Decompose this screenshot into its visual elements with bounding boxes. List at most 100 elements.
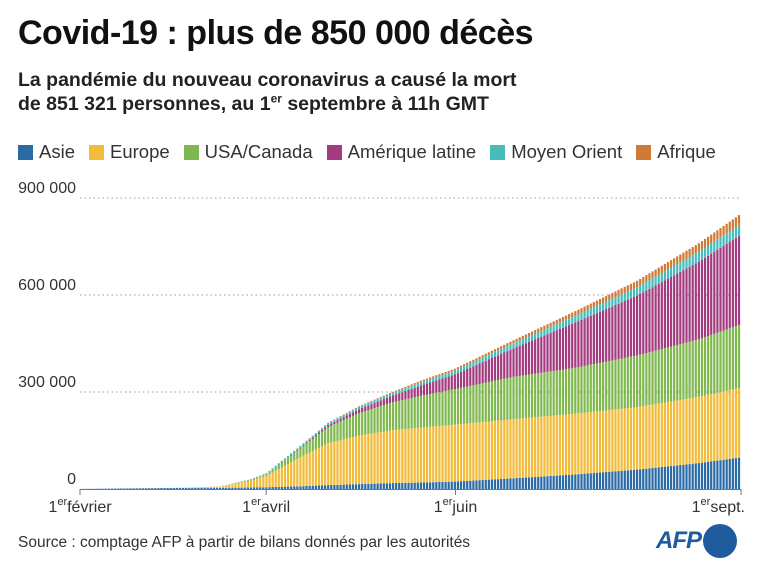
bar-segment bbox=[367, 402, 370, 403]
bar-segment bbox=[657, 267, 660, 275]
bar-segment bbox=[351, 415, 355, 438]
bar-segment bbox=[361, 484, 364, 489]
bar-segment bbox=[302, 455, 305, 487]
bar-segment bbox=[583, 306, 586, 312]
bar-segment bbox=[438, 374, 441, 376]
bar-segment bbox=[407, 428, 410, 483]
bar-segment bbox=[305, 442, 308, 444]
bar-segment bbox=[456, 373, 460, 389]
bar-segment bbox=[521, 335, 524, 340]
bar-segment bbox=[700, 241, 704, 250]
bar-segment bbox=[626, 357, 629, 409]
bar-segment bbox=[737, 325, 741, 389]
x-tick-label: 1erfévrier bbox=[48, 496, 112, 516]
bar-segment bbox=[561, 316, 565, 322]
bar-segment bbox=[530, 340, 534, 375]
bar-segment bbox=[472, 366, 475, 386]
bar-segment bbox=[388, 483, 392, 489]
bar-segment bbox=[676, 264, 679, 274]
bar-segment bbox=[580, 366, 583, 414]
bar-segment bbox=[478, 480, 481, 489]
bar-segment bbox=[286, 486, 290, 489]
bar-segment bbox=[611, 298, 614, 307]
bar-segment bbox=[314, 433, 317, 436]
bar-segment bbox=[710, 253, 713, 335]
bar-segment bbox=[577, 367, 580, 414]
bar-segment bbox=[234, 482, 237, 484]
bar-segment bbox=[530, 334, 534, 341]
bar-segment bbox=[249, 479, 253, 481]
bar-segment bbox=[147, 488, 151, 489]
bar-segment bbox=[197, 487, 200, 488]
bar-segment bbox=[490, 421, 494, 480]
bar-segment bbox=[228, 487, 231, 489]
bar-segment bbox=[493, 356, 497, 381]
bar-segment bbox=[376, 407, 379, 433]
bar-segment bbox=[410, 398, 413, 429]
bar-segment bbox=[348, 417, 351, 438]
bar-segment bbox=[503, 347, 506, 353]
bar-segment bbox=[283, 486, 287, 489]
bar-segment bbox=[654, 276, 657, 286]
bar-segment bbox=[444, 390, 447, 426]
bar-segment bbox=[623, 301, 626, 358]
bar-segment bbox=[293, 460, 296, 487]
bar-segment bbox=[682, 252, 685, 261]
bar-segment bbox=[549, 415, 552, 476]
bar-segment bbox=[274, 465, 277, 467]
bar-segment bbox=[710, 334, 713, 395]
bar-segment bbox=[268, 487, 271, 489]
legend-item: USA/Canada bbox=[183, 141, 313, 163]
bar-segment bbox=[450, 424, 453, 482]
bar-segment bbox=[404, 429, 407, 483]
bar-segment bbox=[191, 487, 194, 488]
bar-segment bbox=[734, 458, 738, 489]
bar-segment bbox=[654, 269, 657, 277]
bar-segment bbox=[620, 294, 623, 303]
bar-segment bbox=[719, 392, 722, 461]
bar-segment bbox=[299, 448, 302, 458]
bar-segment bbox=[500, 479, 503, 489]
bar-segment bbox=[361, 407, 364, 413]
bar-segment bbox=[506, 351, 509, 379]
bar-segment bbox=[327, 485, 330, 489]
bar-segment bbox=[694, 245, 697, 254]
bar-segment bbox=[320, 485, 324, 489]
bar-segment bbox=[527, 477, 531, 489]
bar-segment bbox=[509, 344, 512, 350]
bar-segment bbox=[429, 482, 432, 489]
bar-segment bbox=[669, 466, 673, 489]
bar-segment bbox=[728, 221, 731, 232]
bar-segment bbox=[629, 470, 633, 489]
bar-segment bbox=[728, 458, 731, 489]
bar-segment bbox=[639, 469, 642, 489]
bar-segment bbox=[481, 355, 484, 358]
bar-segment bbox=[382, 483, 385, 489]
bar-segment bbox=[410, 388, 413, 399]
bar-segment bbox=[429, 379, 432, 383]
bar-segment bbox=[422, 384, 426, 396]
bar-segment bbox=[487, 381, 490, 422]
bar-segment bbox=[737, 388, 741, 458]
bar-segment bbox=[676, 273, 679, 345]
bar-segment bbox=[422, 395, 426, 428]
bar-segment bbox=[410, 428, 413, 483]
bar-segment bbox=[651, 404, 654, 468]
bar-segment bbox=[645, 353, 648, 406]
bar-segment bbox=[243, 487, 246, 489]
bar-segment bbox=[500, 353, 503, 380]
bar-segment bbox=[629, 290, 633, 299]
bar-segment bbox=[453, 370, 456, 375]
legend-item: Amérique latine bbox=[326, 141, 476, 163]
bar-segment bbox=[645, 281, 648, 291]
bar-segment bbox=[429, 382, 432, 395]
bar-segment bbox=[336, 440, 339, 485]
bar-segment bbox=[283, 458, 287, 460]
bar-segment bbox=[676, 256, 679, 265]
bar-segment bbox=[330, 442, 333, 486]
bar-segment bbox=[450, 375, 453, 390]
bar-segment bbox=[697, 339, 700, 397]
bar-segment bbox=[299, 457, 302, 487]
bar-segment bbox=[608, 410, 611, 472]
bar-segment bbox=[259, 477, 262, 488]
